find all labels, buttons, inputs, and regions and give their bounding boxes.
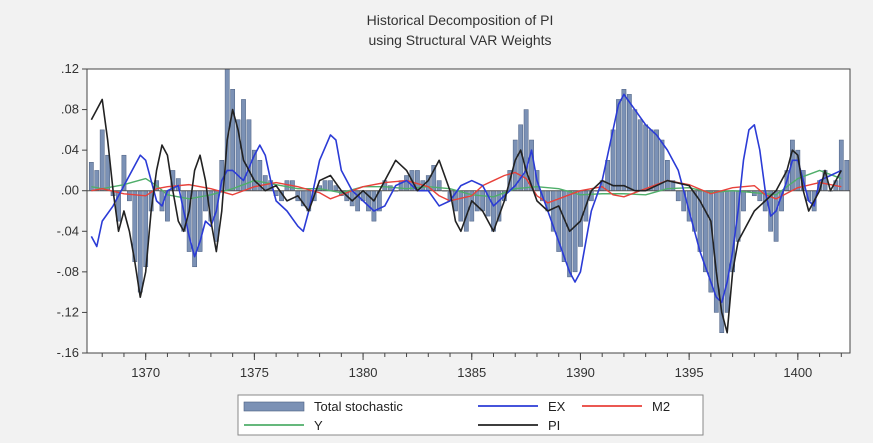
bar-88 (567, 190, 572, 278)
bar-113 (703, 190, 708, 273)
y-tick-label-0: .12 (61, 61, 79, 76)
bar-120 (741, 190, 746, 212)
y-tick-label-5: -.08 (57, 264, 79, 279)
y-tick-label-1: .08 (61, 102, 79, 117)
bar-117 (724, 190, 730, 313)
bar-2 (99, 129, 105, 191)
x-tick-label-6: 1400 (783, 365, 812, 380)
bar-64 (436, 180, 442, 191)
x-tick-label-2: 1380 (349, 365, 378, 380)
chart-title: Historical Decomposition of PI (367, 12, 554, 28)
legend-label-ex: EX (548, 399, 566, 414)
bar-103 (648, 129, 654, 191)
bar-72 (480, 190, 486, 212)
bar-99 (626, 94, 632, 191)
bar-29 (246, 119, 252, 191)
bar-139 (844, 160, 850, 191)
series-lines-layer (90, 93, 843, 334)
x-tick-label-4: 1390 (566, 365, 595, 380)
x-tick-label-3: 1385 (457, 365, 486, 380)
bar-52 (371, 190, 377, 222)
legend-label-pi: PI (548, 418, 560, 433)
bar-106 (665, 160, 670, 191)
bar-68 (458, 190, 464, 222)
bar-9 (137, 190, 143, 293)
x-axis: 1370 1375 1380 1385 1390 1395 1400 (101, 353, 842, 380)
y-tick-label-6: -.12 (57, 304, 79, 319)
bar-100 (632, 109, 638, 191)
y-tick-label-4: -.04 (57, 223, 79, 238)
y-axis: .12 .08 .04 .00 -.04 -.08 -.12 -.16 (57, 61, 87, 360)
legend-label-y: Y (314, 418, 323, 433)
bar-26 (230, 89, 236, 191)
x-tick-label-1: 1375 (240, 365, 269, 380)
x-tick-label-0: 1370 (131, 365, 160, 380)
x-tick-label-5: 1395 (675, 365, 704, 380)
plot-frame (86, 68, 851, 354)
series-line-pi (90, 98, 843, 334)
y-tick-label-3: .00 (61, 183, 79, 198)
bar-104 (654, 129, 659, 191)
series-line-ex (90, 93, 842, 304)
bar-108 (675, 190, 681, 202)
bar-89 (572, 190, 578, 273)
legend-label-m2: M2 (652, 399, 670, 414)
legend-label-total-stochastic: Total stochastic (314, 399, 403, 414)
legend: Total stochastic EX M2 Y PI (237, 394, 704, 436)
y-tick-label-2: .04 (61, 142, 79, 157)
bar-7 (127, 190, 132, 202)
bar-44 (328, 180, 333, 191)
chart-subtitle: using Structural VAR Weights (368, 32, 551, 48)
legend-swatch-total-stochastic (243, 401, 305, 412)
y-tick-label-7: -.16 (57, 345, 79, 360)
bar-102 (643, 124, 649, 191)
bar-138 (838, 139, 844, 191)
legend-box (237, 394, 704, 436)
bar-101 (637, 119, 643, 191)
bar-98 (621, 89, 627, 191)
bar-36 (284, 180, 290, 191)
